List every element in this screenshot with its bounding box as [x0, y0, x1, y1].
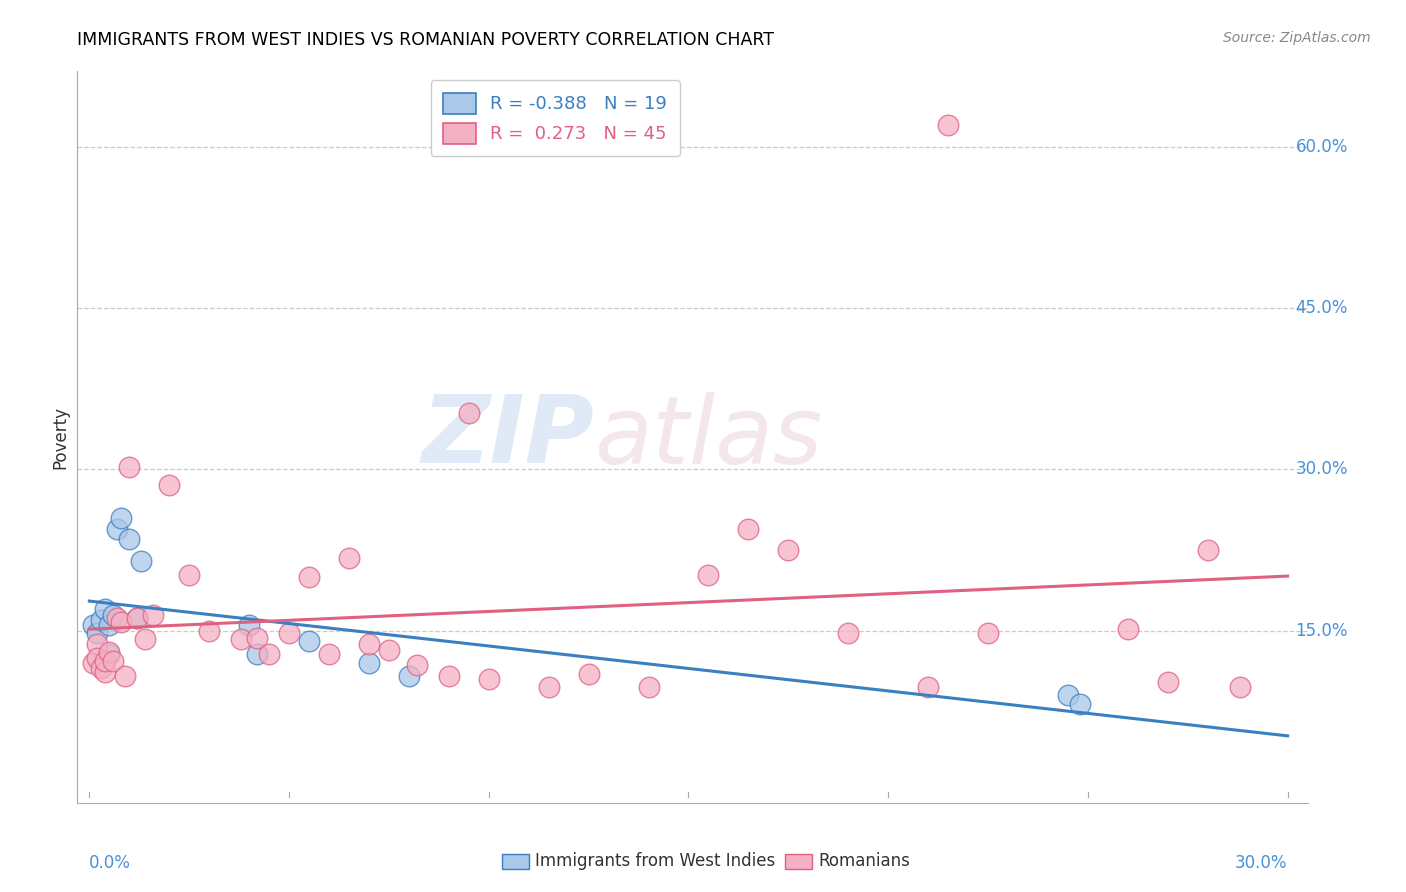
Point [134, 632, 156, 647]
Point [378, 643, 401, 657]
Point [118, 460, 141, 475]
Point [437, 669, 460, 683]
Point [1197, 543, 1219, 558]
Point [278, 625, 301, 640]
Text: 60.0%: 60.0% [1295, 137, 1348, 156]
Point [105, 521, 128, 535]
Point [837, 625, 859, 640]
Point [110, 510, 132, 524]
Point [127, 611, 149, 625]
Point [1116, 622, 1139, 636]
Point [298, 570, 321, 584]
Text: Romanians: Romanians [818, 853, 910, 871]
Point [114, 669, 136, 683]
Point [246, 632, 269, 646]
Text: IMMIGRANTS FROM WEST INDIES VS ROMANIAN POVERTY CORRELATION CHART: IMMIGRANTS FROM WEST INDIES VS ROMANIAN … [77, 31, 775, 49]
Point [82, 618, 104, 632]
Point [229, 632, 252, 647]
Point [318, 648, 340, 662]
Y-axis label: Poverty: Poverty [51, 406, 69, 468]
Point [103, 654, 125, 668]
Point [936, 118, 959, 132]
Point [778, 543, 800, 558]
Point [1069, 697, 1091, 711]
Point [94, 602, 117, 616]
Text: Immigrants from West Indies: Immigrants from West Indies [536, 853, 775, 871]
Point [917, 680, 939, 694]
Point [198, 624, 221, 638]
Point [110, 615, 132, 629]
Point [405, 658, 427, 673]
Point [179, 567, 201, 582]
FancyBboxPatch shape [785, 854, 811, 869]
Point [357, 637, 380, 651]
Point [697, 567, 720, 582]
Point [537, 680, 560, 694]
Point [98, 618, 121, 632]
Point [105, 611, 128, 625]
Point [737, 521, 759, 535]
Point [86, 637, 108, 651]
Point [257, 648, 280, 662]
Point [94, 654, 117, 668]
Point [238, 618, 260, 632]
Point [246, 648, 269, 662]
Point [127, 611, 149, 625]
Point [457, 406, 479, 420]
Point [1157, 675, 1180, 690]
Text: 30.0%: 30.0% [1234, 855, 1288, 872]
Text: 30.0%: 30.0% [1295, 460, 1348, 478]
Point [398, 669, 420, 683]
Point [118, 533, 141, 547]
Point [578, 666, 600, 681]
Point [157, 478, 180, 492]
Text: 45.0%: 45.0% [1295, 299, 1348, 317]
Text: 15.0%: 15.0% [1295, 622, 1348, 640]
Point [977, 625, 1000, 640]
Text: Source: ZipAtlas.com: Source: ZipAtlas.com [1223, 31, 1371, 45]
Text: ZIP: ZIP [422, 391, 595, 483]
Legend: R = -0.388   N = 19, R =  0.273   N = 45: R = -0.388 N = 19, R = 0.273 N = 45 [430, 80, 681, 156]
Point [298, 634, 321, 648]
Point [90, 661, 112, 675]
Text: 0.0%: 0.0% [90, 855, 131, 872]
Point [478, 672, 501, 686]
Point [337, 550, 360, 565]
Point [86, 625, 108, 640]
Point [103, 607, 125, 622]
Point [637, 680, 659, 694]
Point [1057, 688, 1080, 702]
Point [142, 607, 165, 622]
Point [82, 656, 104, 670]
Point [98, 648, 121, 662]
Point [94, 665, 117, 679]
Point [86, 650, 108, 665]
Point [98, 645, 121, 659]
Text: atlas: atlas [595, 392, 823, 483]
Point [1229, 680, 1251, 694]
Point [90, 613, 112, 627]
Point [357, 656, 380, 670]
Point [129, 554, 152, 568]
FancyBboxPatch shape [502, 854, 529, 869]
